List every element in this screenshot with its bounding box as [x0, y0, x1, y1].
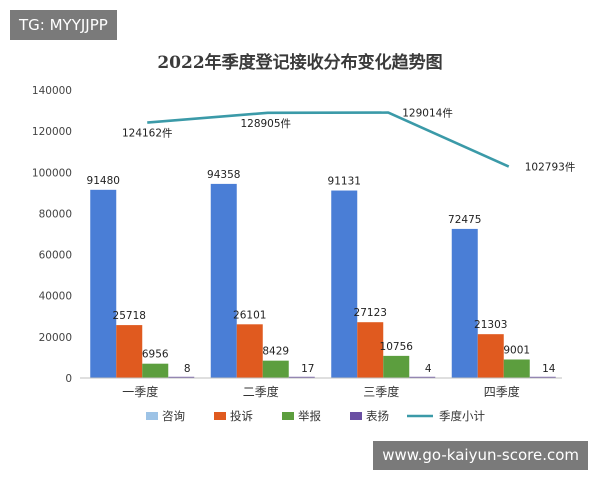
x-tick-label: 三季度: [363, 384, 399, 399]
legend-label: 举报: [298, 409, 321, 423]
bar-投诉: [236, 324, 263, 378]
data-label: 91131: [328, 176, 361, 188]
data-label: 8: [184, 363, 191, 375]
tg-badge: TG: MYYJJPP: [10, 10, 117, 40]
bar-举报: [262, 360, 289, 378]
data-label: 4: [425, 363, 432, 375]
x-tick-label: 二季度: [243, 384, 279, 399]
legend-label: 咨询: [162, 409, 185, 423]
bar-咨询: [451, 228, 478, 378]
bar-投诉: [116, 325, 143, 378]
line-layer: [147, 111, 510, 168]
legend-label: 表扬: [366, 409, 389, 423]
legend-swatch: [350, 412, 362, 420]
legend-label: 投诉: [230, 409, 253, 423]
data-label: 10756: [380, 341, 414, 353]
legend-swatch: [214, 412, 226, 420]
bar-表扬: [288, 376, 315, 378]
line-data-label: 124162件: [122, 128, 173, 140]
data-label: 26101: [233, 309, 266, 321]
bar-表扬: [409, 376, 436, 378]
bar-咨询: [90, 189, 117, 378]
bar-举报: [142, 363, 169, 378]
bar-咨询: [331, 190, 358, 378]
data-label: 91480: [87, 175, 120, 187]
data-label: 25718: [113, 310, 146, 322]
data-label: 14: [542, 363, 556, 375]
data-label: 94358: [207, 169, 240, 181]
y-tick-label: 60000: [39, 250, 72, 262]
legend-swatch: [282, 412, 294, 420]
bar-投诉: [357, 322, 384, 378]
legend-label: 季度小计: [439, 409, 485, 423]
bar-投诉: [477, 334, 504, 378]
line-data-label: 128905件: [240, 118, 291, 130]
line-季度小计: [147, 111, 510, 168]
x-tick-label: 一季度: [122, 384, 158, 399]
chart-title: 2022年季度登记接收分布变化趋势图: [157, 53, 443, 73]
bar-表扬: [529, 376, 556, 378]
y-axis: 0 20000 40000 60000 80000 100000 120000 140000: [32, 85, 72, 385]
line-data-label: 102793件: [525, 162, 576, 174]
x-tick-label: 四季度: [484, 384, 520, 399]
y-tick-label: 40000: [39, 291, 72, 303]
legend-swatch: [146, 412, 158, 420]
x-axis: 一季度 二季度 三季度 四季度: [122, 384, 520, 399]
data-labels: 91480 25718 6956 8 94358 26101 8429 17 91131 2712…: [87, 108, 576, 375]
y-tick-label: 100000: [32, 167, 72, 179]
y-tick-label: 0: [65, 373, 72, 385]
y-tick-label: 80000: [39, 208, 72, 220]
bar-举报: [383, 355, 410, 378]
data-label: 17: [301, 363, 314, 375]
legend: 咨询 投诉 举报 表扬 季度小计: [146, 409, 485, 423]
bar-举报: [503, 359, 530, 378]
y-tick-label: 20000: [39, 332, 72, 344]
data-label: 8429: [262, 346, 289, 358]
bar-咨询: [210, 183, 237, 378]
bar-表扬: [168, 376, 195, 378]
data-label: 6956: [142, 349, 169, 361]
bar-group: [90, 183, 556, 378]
data-label: 21303: [474, 319, 507, 331]
data-label: 72475: [448, 214, 481, 226]
data-label: 9001: [503, 344, 530, 356]
y-tick-label: 140000: [32, 85, 72, 97]
data-label: 27123: [354, 307, 387, 319]
line-data-label: 129014件: [402, 108, 453, 120]
y-tick-label: 120000: [32, 126, 72, 138]
watermark: www.go-kaiyun-score.com: [373, 441, 588, 470]
